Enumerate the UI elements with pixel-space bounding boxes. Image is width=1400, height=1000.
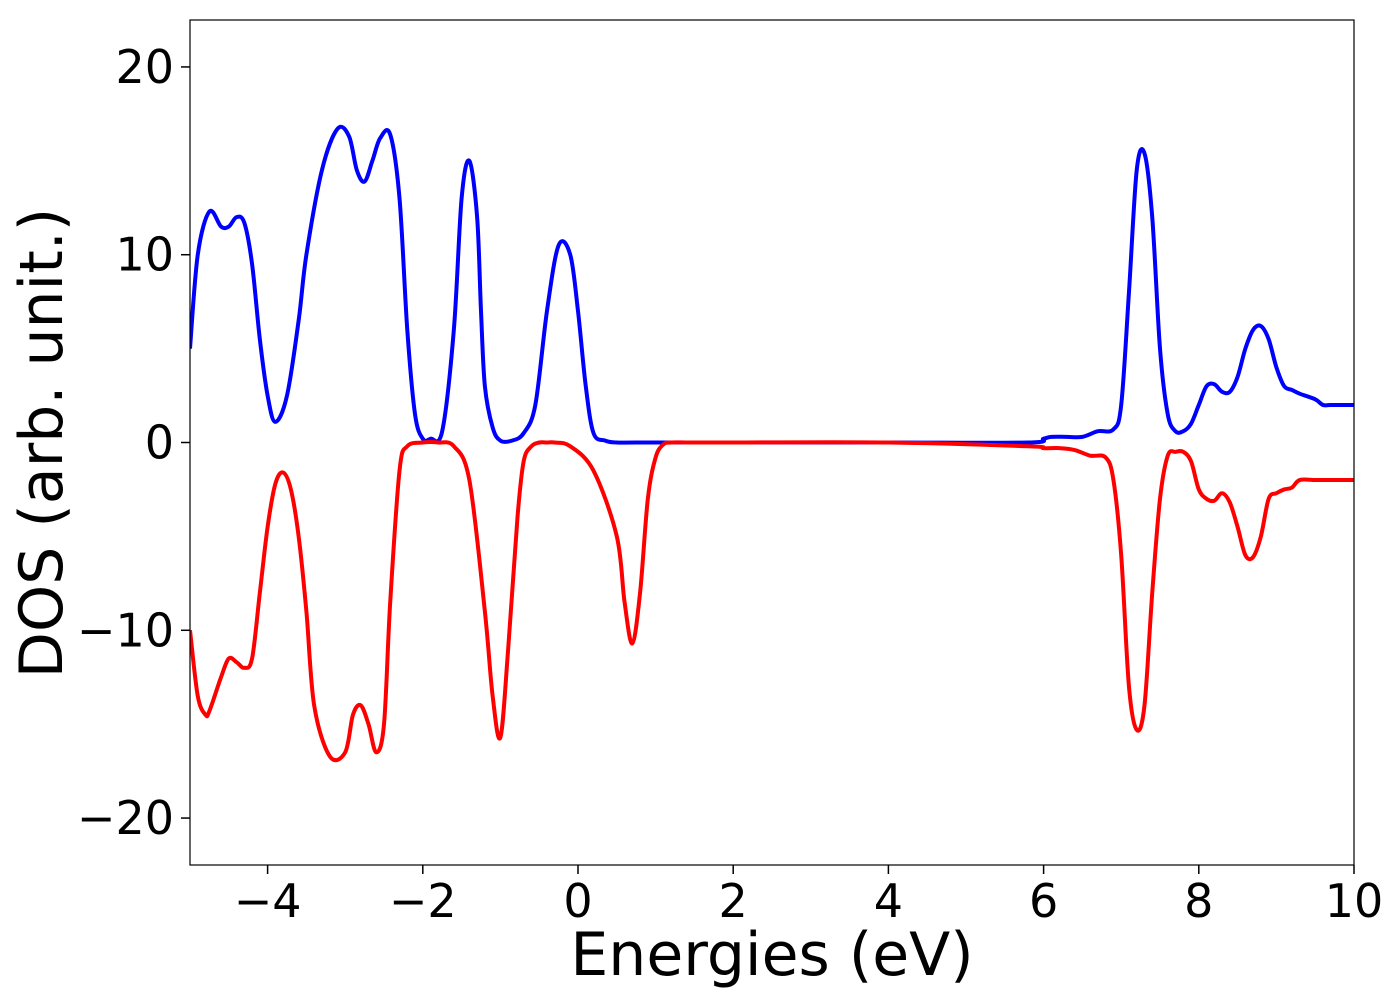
series-line-2 [190, 440, 1354, 763]
y-tick-label: −20 [77, 791, 174, 845]
x-tick-label: 10 [1325, 874, 1384, 928]
x-tick-label: 8 [1184, 874, 1213, 928]
y-tick-label: 0 [145, 416, 174, 470]
x-tick-label: −2 [389, 874, 457, 928]
x-tick-label: 4 [874, 874, 903, 928]
series-line-1 [190, 124, 1354, 445]
x-axis-title: Energies (eV) [570, 920, 973, 990]
y-tick-label: 20 [115, 40, 174, 94]
x-tick-label: 6 [1029, 874, 1058, 928]
x-tick-label: −4 [234, 874, 302, 928]
y-axis-title: DOS (arb. unit.) [7, 208, 77, 678]
x-tick-label: 0 [563, 874, 592, 928]
y-tick-label: 10 [115, 228, 174, 282]
series-layer [190, 124, 1354, 763]
y-tick-label: −10 [77, 603, 174, 657]
x-tick-label: 2 [719, 874, 748, 928]
